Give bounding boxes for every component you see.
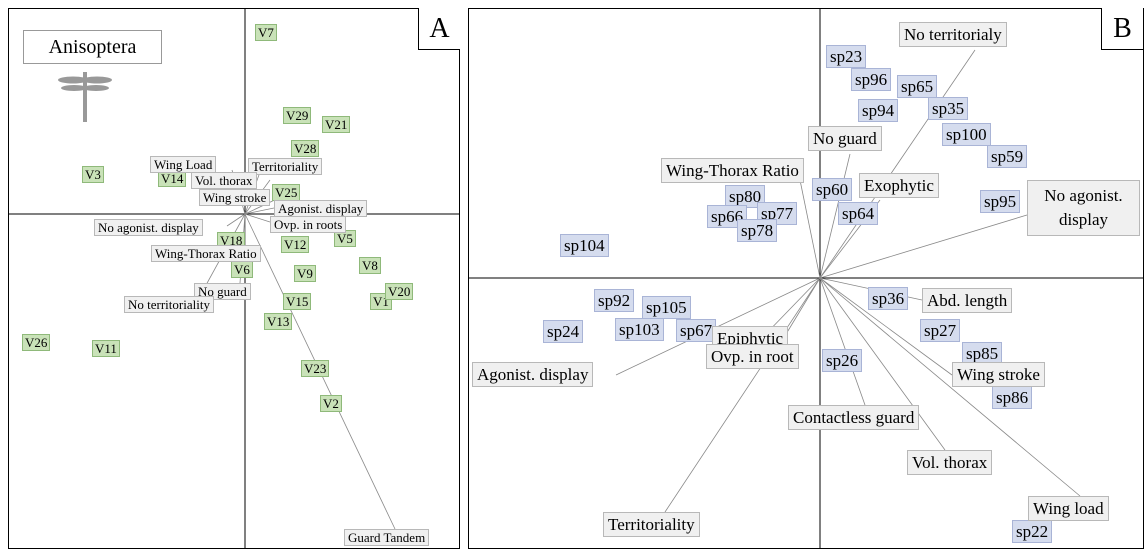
trait-label: Wing Load [150, 156, 216, 173]
point-label: V20 [385, 283, 413, 300]
point-label: sp94 [858, 99, 898, 122]
point-label: V3 [82, 166, 104, 183]
point-label: V8 [359, 257, 381, 274]
panel-letter: A [418, 8, 460, 50]
trait-label: No agonist. display [1027, 180, 1140, 236]
point-label: V9 [294, 265, 316, 282]
point-label: V6 [231, 261, 253, 278]
trait-label: Wing-Thorax Ratio [661, 158, 804, 183]
point-label: sp27 [920, 319, 960, 342]
point-label: sp26 [822, 349, 862, 372]
point-label: sp78 [737, 219, 777, 242]
trait-label: Wing-Thorax Ratio [151, 245, 261, 262]
trait-label: Agonist. display [472, 362, 593, 387]
point-label: sp22 [1012, 520, 1052, 543]
dragonfly-icon [58, 72, 112, 122]
point-label: V25 [272, 184, 300, 201]
point-label: sp103 [615, 318, 664, 341]
point-label: sp105 [642, 296, 691, 319]
point-label: sp35 [928, 97, 968, 120]
point-label: sp104 [560, 234, 609, 257]
loading-line [245, 208, 274, 214]
point-label: sp92 [594, 289, 634, 312]
trait-label: Ovp. in root [706, 344, 799, 369]
trait-label: Contactless guard [788, 405, 919, 430]
point-label: sp59 [987, 145, 1027, 168]
trait-label: No guard [808, 126, 882, 151]
point-label: sp96 [851, 68, 891, 91]
point-label: sp24 [543, 320, 583, 343]
point-label: V26 [22, 334, 50, 351]
trait-label: Territoriality [248, 158, 322, 175]
trait-label: Agonist. display [274, 200, 367, 217]
point-label: V2 [320, 395, 342, 412]
point-label: sp95 [980, 190, 1020, 213]
trait-label: Territoriality [603, 512, 700, 537]
point-label: V29 [283, 107, 311, 124]
panel-letter: B [1101, 8, 1143, 50]
point-label: sp23 [826, 45, 866, 68]
trait-label: Vol. thorax [907, 450, 992, 475]
trait-label: No territoriality [124, 296, 214, 313]
point-label: V11 [92, 340, 120, 357]
trait-label: Abd. length [922, 288, 1012, 313]
figure: Anisoptera A B V7V29V21V28V3V14V25V18V12… [0, 0, 1146, 550]
point-label: sp65 [897, 75, 937, 98]
point-label: sp100 [942, 123, 991, 146]
trait-label: Wing load [1028, 496, 1109, 521]
point-label: V21 [322, 116, 350, 133]
point-label: V12 [281, 236, 309, 253]
point-label: sp67 [676, 319, 716, 342]
point-label: V28 [291, 140, 319, 157]
trait-label: No territorialy [899, 22, 1007, 47]
trait-label: Guard Tandem [344, 529, 429, 546]
loading-line [227, 214, 245, 226]
point-label: V7 [255, 24, 277, 41]
point-label: sp64 [838, 202, 878, 225]
point-label: sp36 [868, 287, 908, 310]
trait-label: Exophytic [859, 173, 939, 198]
point-label: V23 [301, 360, 329, 377]
panel-title: Anisoptera [23, 30, 162, 64]
point-label: V15 [283, 293, 311, 310]
point-label: sp60 [812, 178, 852, 201]
trait-label: Wing stroke [952, 362, 1045, 387]
trait-label: Wing stroke [199, 189, 270, 206]
trait-label: No agonist. display [94, 219, 203, 236]
loading-line [245, 214, 270, 222]
trait-label: Ovp. in roots [270, 216, 346, 233]
trait-label: Vol. thorax [191, 172, 257, 189]
point-label: V13 [264, 313, 292, 330]
point-label: sp86 [992, 386, 1032, 409]
